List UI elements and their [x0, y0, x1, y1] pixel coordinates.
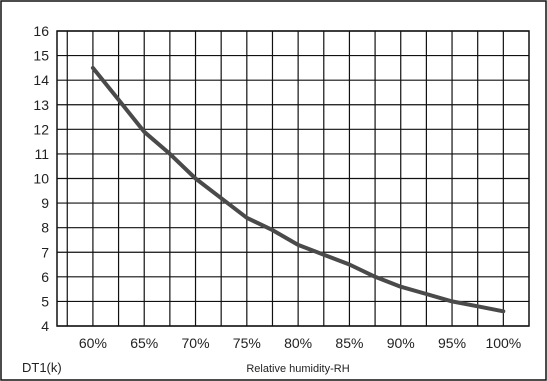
y-tick-label: 13 — [33, 97, 49, 113]
y-tick-label: 7 — [41, 244, 49, 260]
x-tick-label: 60% — [79, 335, 107, 351]
y-tick-label: 4 — [41, 318, 49, 334]
y-tick-labels: 4 5 6 7 8 9 10 11 12 13 14 15 16 — [33, 23, 49, 334]
y-tick-label: 9 — [41, 195, 49, 211]
series-layer — [90, 65, 506, 314]
x-tick-label: 80% — [284, 335, 312, 351]
y-axis-label: DT1(k) — [22, 360, 62, 375]
y-tick-label: 10 — [33, 171, 49, 187]
y-tick-label: 8 — [41, 220, 49, 236]
y-tick-label: 6 — [41, 269, 49, 285]
x-tick-label: 75% — [233, 335, 261, 351]
x-tick-label: 65% — [130, 335, 158, 351]
plot-frame — [56, 30, 530, 327]
series-line — [90, 65, 506, 314]
x-tick-labels: 60% 65% 70% 75% 80% 85% 90% 95% 100% — [79, 335, 521, 351]
y-tick-label: 14 — [33, 72, 49, 88]
y-tick-label: 12 — [33, 121, 49, 137]
x-tick-label: 70% — [182, 335, 210, 351]
x-tick-label: 100% — [485, 335, 521, 351]
y-tick-label: 15 — [33, 48, 49, 64]
x-tick-label: 85% — [335, 335, 363, 351]
y-tick-label: 5 — [41, 293, 49, 309]
y-tick-label: 11 — [34, 146, 49, 162]
x-tick-label: 90% — [387, 335, 415, 351]
y-tick-label: 16 — [33, 23, 49, 39]
x-tick-label: 95% — [438, 335, 466, 351]
x-axis-label: Relative humidity-RH — [246, 363, 349, 375]
grid — [57, 30, 529, 327]
